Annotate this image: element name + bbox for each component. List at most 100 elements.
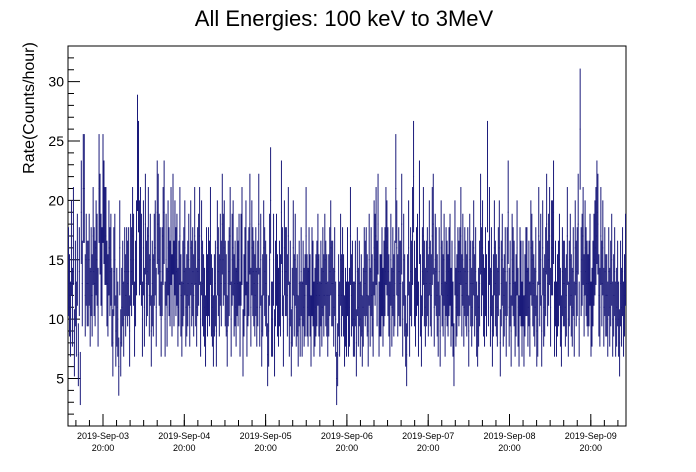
data-point (138, 200, 140, 296)
data-point (116, 267, 118, 347)
data-point (409, 281, 411, 357)
data-point (582, 187, 584, 285)
data-point (449, 213, 451, 306)
data-point (430, 254, 432, 337)
data-point (104, 187, 106, 285)
data-point (440, 200, 442, 296)
data-point (312, 240, 314, 327)
data-point (476, 281, 478, 357)
data-point (96, 213, 98, 306)
data-point (400, 240, 402, 327)
data-point (68, 254, 70, 337)
data-point (406, 323, 408, 387)
data-point (296, 254, 298, 337)
data-point (278, 240, 280, 327)
data-point (282, 295, 284, 367)
data-point (522, 240, 524, 327)
data-point (550, 267, 552, 347)
data-point (222, 213, 224, 306)
data-point (367, 295, 369, 367)
data-point (424, 267, 426, 347)
data-point (415, 267, 417, 347)
data-point (477, 295, 479, 367)
data-point (391, 267, 393, 347)
data-point (547, 240, 549, 327)
data-point (276, 254, 278, 337)
data-point (169, 240, 171, 327)
data-point (530, 200, 532, 296)
data-point (359, 281, 361, 357)
data-point (310, 295, 312, 367)
data-point (617, 240, 619, 327)
data-point (186, 254, 188, 337)
data-point (86, 240, 88, 327)
data-point (117, 281, 119, 357)
data-point (149, 213, 151, 306)
data-point (72, 187, 74, 285)
data-point (554, 281, 556, 357)
data-point (503, 254, 505, 337)
data-point (209, 187, 211, 285)
data-point (475, 227, 477, 317)
data-point (185, 267, 187, 347)
data-point (548, 213, 550, 306)
data-point (350, 254, 352, 337)
data-point (142, 200, 144, 296)
data-point (147, 187, 149, 285)
data-point (576, 227, 578, 317)
data-point (308, 227, 310, 317)
data-point (303, 267, 305, 347)
data-point (212, 295, 214, 367)
data-point (491, 295, 493, 367)
data-point (194, 187, 196, 285)
data-point (248, 227, 250, 317)
data-point (601, 240, 603, 327)
data-point (456, 254, 458, 337)
data-point (428, 200, 430, 296)
data-point (594, 200, 596, 296)
data-point (498, 200, 500, 296)
data-point (578, 281, 580, 357)
data-point (161, 227, 163, 317)
data-point (574, 200, 576, 296)
data-point (320, 240, 322, 327)
data-point (93, 227, 95, 317)
data-point (518, 295, 520, 367)
data-point (425, 240, 427, 327)
data-point (292, 200, 294, 296)
data-point (577, 173, 579, 275)
data-point (416, 213, 418, 306)
data-point (342, 227, 344, 317)
data-point (168, 227, 170, 317)
data-point (73, 309, 75, 377)
data-point (457, 227, 459, 317)
data-point (321, 267, 323, 347)
data-point (217, 227, 219, 317)
data-point (580, 227, 582, 317)
data-point (469, 213, 471, 306)
data-point (541, 295, 543, 367)
data-point (305, 187, 307, 285)
data-point (148, 254, 150, 337)
data-point (215, 295, 217, 367)
data-point (544, 254, 546, 337)
data-point (536, 295, 538, 367)
data-point (103, 160, 105, 265)
data-point (438, 227, 440, 317)
data-point (429, 240, 431, 327)
data-point (368, 213, 370, 306)
data-point (489, 267, 491, 347)
data-point (192, 227, 194, 317)
x-tick-label-date: 2019-Sep-07 (402, 431, 454, 441)
data-point (545, 227, 547, 317)
data-point (274, 309, 276, 377)
data-point (91, 254, 93, 337)
data-point (154, 200, 156, 296)
data-point (525, 227, 527, 317)
data-point (408, 200, 410, 296)
data-point (353, 281, 355, 357)
data-point (523, 295, 525, 367)
y-tick-label: 25 (48, 133, 64, 149)
data-point (472, 240, 474, 327)
data-point (338, 254, 340, 337)
